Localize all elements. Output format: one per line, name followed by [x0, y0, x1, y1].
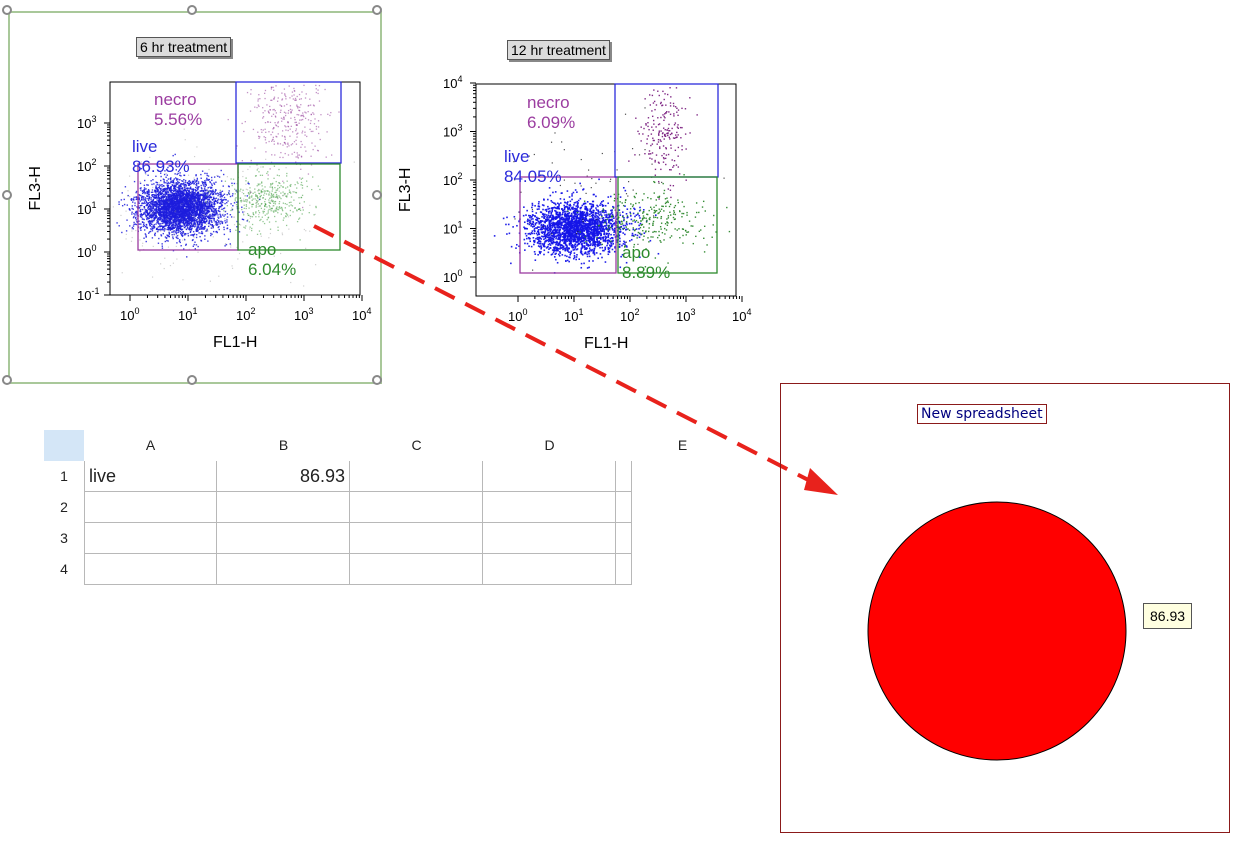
gate-label-apo[interactable]: apo 6.04%: [248, 240, 296, 280]
gate-label-necro[interactable]: necro 6.09%: [527, 93, 575, 133]
x-axis-label: FL1-H: [584, 335, 628, 352]
y-tick-label: 10-1: [77, 286, 99, 303]
gate-percent: 5.56%: [154, 110, 203, 129]
gate-live[interactable]: [235, 81, 342, 164]
resize-handle-tm[interactable]: [187, 5, 197, 15]
cell-a2[interactable]: [84, 492, 217, 523]
resize-handle-ml[interactable]: [2, 190, 12, 200]
gate-necro[interactable]: [519, 176, 617, 274]
cell-c3[interactable]: [350, 523, 483, 554]
cell-a1[interactable]: live: [84, 461, 217, 492]
resize-handle-bl[interactable]: [2, 375, 12, 385]
pie-chart-panel[interactable]: [780, 383, 1230, 833]
x-tick-label: 101: [564, 307, 583, 324]
cell-e2[interactable]: [616, 492, 632, 523]
resize-handle-bm[interactable]: [187, 375, 197, 385]
cell-e1[interactable]: [616, 461, 632, 492]
cell-b1[interactable]: 86.93: [217, 461, 350, 492]
gate-label-apo[interactable]: apo 8.89%: [622, 243, 670, 283]
x-tick-label: 101: [178, 306, 197, 323]
x-tick-label: 104: [732, 307, 751, 324]
gate-percent: 8.89%: [622, 263, 671, 282]
x-tick-label: 100: [120, 306, 139, 323]
cell-d2[interactable]: [483, 492, 616, 523]
event-dots: [493, 87, 731, 274]
cell-b3[interactable]: [217, 523, 350, 554]
cell-c4[interactable]: [350, 554, 483, 585]
gate-percent: 6.09%: [527, 113, 576, 132]
y-tick-label: 100: [77, 243, 96, 260]
y-tick-label: 102: [77, 157, 96, 174]
resize-handle-tr[interactable]: [372, 5, 382, 15]
cell-e4[interactable]: [616, 554, 632, 585]
cell-d1[interactable]: [483, 461, 616, 492]
cell-value: 86.93: [299, 466, 345, 486]
y-axis-label: FL3-H: [27, 166, 44, 210]
cell-a4[interactable]: [84, 554, 217, 585]
event-dots: [112, 84, 355, 287]
cell-c2[interactable]: [350, 492, 483, 523]
y-tick-label: 100: [443, 268, 462, 285]
resize-handle-mr[interactable]: [372, 190, 382, 200]
x-tick-label: 103: [676, 307, 695, 324]
gate-label-live[interactable]: live 84.05%: [504, 147, 562, 187]
row-header-3[interactable]: 3: [60, 530, 68, 546]
gate-percent: 84.05%: [504, 167, 562, 186]
gate-name: live: [132, 137, 158, 156]
scatter-plot[interactable]: 100 101 102 103 104 10-1 100 101 102 103 FL1-H FL3-…: [0, 0, 390, 390]
plot-title[interactable]: 6 hr treatment: [136, 37, 232, 57]
cell-d4[interactable]: [483, 554, 616, 585]
row-header-1[interactable]: 1: [60, 468, 68, 484]
row-header-2[interactable]: 2: [60, 499, 68, 515]
select-all-corner[interactable]: [44, 430, 84, 461]
plot-frame: [475, 83, 737, 297]
x-tick-label: 102: [620, 307, 639, 324]
pie-value-label: 86.93: [1143, 603, 1193, 629]
cell-a3[interactable]: [84, 523, 217, 554]
y-axis-label: FL3-H: [397, 168, 414, 212]
cell-b2[interactable]: [217, 492, 350, 523]
x-tick-label: 103: [294, 306, 313, 323]
gate-name: apo: [622, 243, 651, 262]
panel-title[interactable]: New spreadsheet: [917, 404, 1047, 424]
gate-apo[interactable]: [237, 163, 341, 251]
column-header-e[interactable]: E: [677, 437, 688, 453]
x-axis-label: FL1-H: [213, 334, 257, 351]
column-header-b[interactable]: B: [278, 437, 289, 453]
gate-apo[interactable]: [617, 176, 718, 274]
column-header-c[interactable]: C: [411, 437, 422, 453]
column-header-d[interactable]: D: [544, 437, 555, 453]
pie-chart[interactable]: [866, 500, 1130, 764]
gate-label-necro[interactable]: necro 5.56%: [154, 90, 202, 130]
gate-name: live: [504, 147, 530, 166]
gate-name: necro: [154, 90, 197, 109]
cell-b4[interactable]: [217, 554, 350, 585]
scatter-plot[interactable]: 100 101 102 103 104 100 101 102 103 104 FL1-H FL3-H: [390, 0, 780, 390]
cell-c1[interactable]: [350, 461, 483, 492]
row-header-4[interactable]: 4: [60, 561, 68, 577]
gate-percent: 6.04%: [248, 260, 297, 279]
x-tick-label: 100: [508, 307, 527, 324]
y-tick-label: 103: [77, 114, 96, 131]
x-tick-label: 104: [352, 306, 371, 323]
x-tick-label: 102: [236, 306, 255, 323]
gate-name: necro: [527, 93, 570, 112]
y-tick-label: 101: [443, 220, 462, 237]
y-tick-label: 102: [443, 171, 462, 188]
column-header-a[interactable]: A: [145, 437, 156, 453]
y-tick-label: 101: [77, 200, 96, 217]
gate-label-live[interactable]: live 86.93%: [132, 137, 190, 177]
plot-title[interactable]: 12 hr treatment: [507, 40, 610, 60]
pie-slice-live[interactable]: [867, 501, 1127, 761]
gate-name: apo: [248, 240, 277, 259]
cell-e3[interactable]: [616, 523, 632, 554]
cell-value: live: [89, 466, 117, 486]
resize-handle-br[interactable]: [372, 375, 382, 385]
resize-handle-tl[interactable]: [2, 5, 12, 15]
cell-d3[interactable]: [483, 523, 616, 554]
y-tick-label: 103: [443, 123, 462, 140]
gate-percent: 86.93%: [132, 157, 190, 176]
y-tick-label: 104: [443, 74, 462, 91]
